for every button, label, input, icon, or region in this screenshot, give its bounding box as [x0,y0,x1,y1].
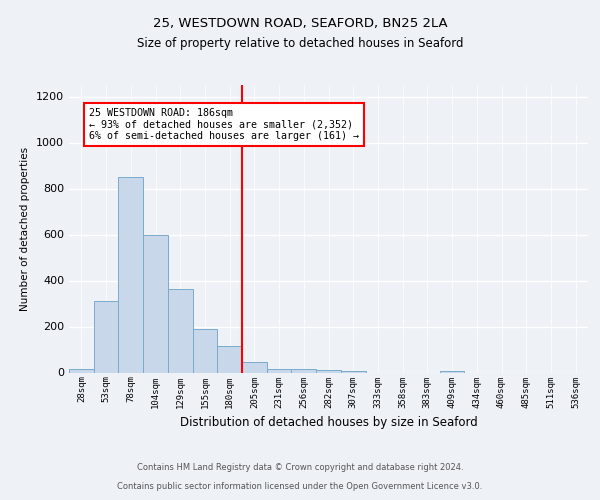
Bar [143,234,168,372]
Text: 25, WESTDOWN ROAD, SEAFORD, BN25 2LA: 25, WESTDOWN ROAD, SEAFORD, BN25 2LA [152,18,448,30]
Text: 25 WESTDOWN ROAD: 186sqm
← 93% of detached houses are smaller (2,352)
6% of semi: 25 WESTDOWN ROAD: 186sqm ← 93% of detach… [89,108,359,141]
Text: Contains HM Land Registry data © Crown copyright and database right 2024.: Contains HM Land Registry data © Crown c… [137,464,463,472]
Bar [217,346,242,372]
Bar [168,288,193,372]
Y-axis label: Number of detached properties: Number of detached properties [20,146,31,311]
Bar [267,369,292,372]
Bar [242,362,267,372]
Bar [69,369,94,372]
Bar [94,301,118,372]
X-axis label: Distribution of detached houses by size in Seaford: Distribution of detached houses by size … [179,416,478,429]
Bar [292,369,316,372]
Text: Size of property relative to detached houses in Seaford: Size of property relative to detached ho… [137,38,463,51]
Text: Contains public sector information licensed under the Open Government Licence v3: Contains public sector information licen… [118,482,482,491]
Bar [316,370,341,372]
Bar [193,329,217,372]
Bar [118,177,143,372]
